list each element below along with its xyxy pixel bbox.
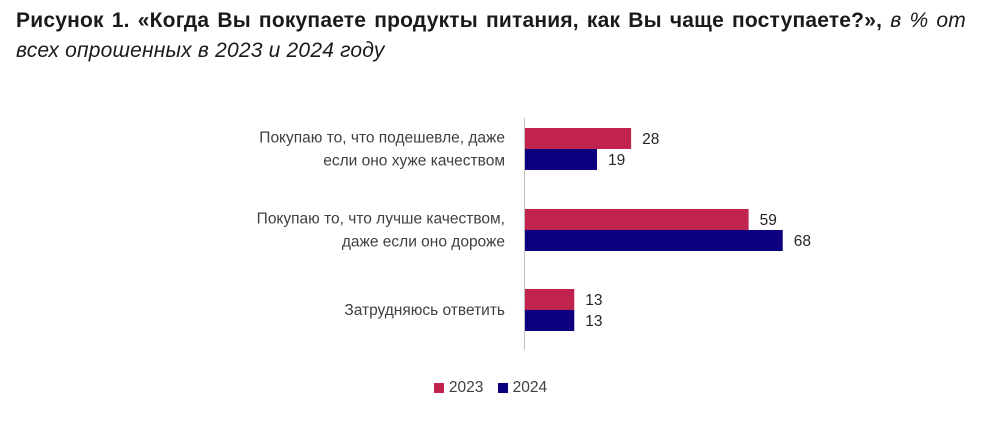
category-label: Покупаю то, что подешевле, даже	[259, 130, 505, 147]
legend-label-2024: 2024	[512, 379, 548, 396]
data-label-2023: 28	[642, 131, 659, 148]
title-main: Рисунок 1. «Когда Вы покупаете продукты …	[16, 9, 883, 32]
legend-label-2023: 2023	[448, 379, 484, 396]
data-label-2024: 19	[608, 152, 625, 169]
legend-item-2023: 2023	[433, 379, 484, 397]
bar-2024	[525, 310, 575, 331]
legend-swatch-2024	[497, 383, 508, 393]
bar-2023	[525, 289, 575, 310]
legend-item-2024: 2024	[497, 379, 548, 397]
bar-2024	[525, 149, 598, 170]
bar-2024	[525, 230, 783, 251]
data-label-2023: 13	[585, 292, 602, 309]
category-label: даже если оно дороже	[342, 234, 505, 251]
category-label: если оно хуже качеством	[323, 153, 505, 170]
legend: 2023 2024	[0, 379, 981, 398]
category-label: Покупаю то, что лучше качеством,	[257, 211, 505, 228]
data-label-2024: 68	[794, 233, 811, 250]
legend-swatch-2023	[433, 383, 444, 393]
bar-2023	[525, 209, 749, 230]
category-label: Затрудняюсь ответить	[344, 302, 505, 319]
data-label-2023: 59	[760, 212, 777, 229]
title-subtitle: в % от всех опрошенных в 2023 и 2024 год…	[16, 9, 966, 62]
data-label-2024: 13	[585, 313, 602, 330]
chart-title: Рисунок 1. «Когда Вы покупаете продукты …	[16, 6, 966, 66]
bar-2023	[525, 128, 632, 149]
